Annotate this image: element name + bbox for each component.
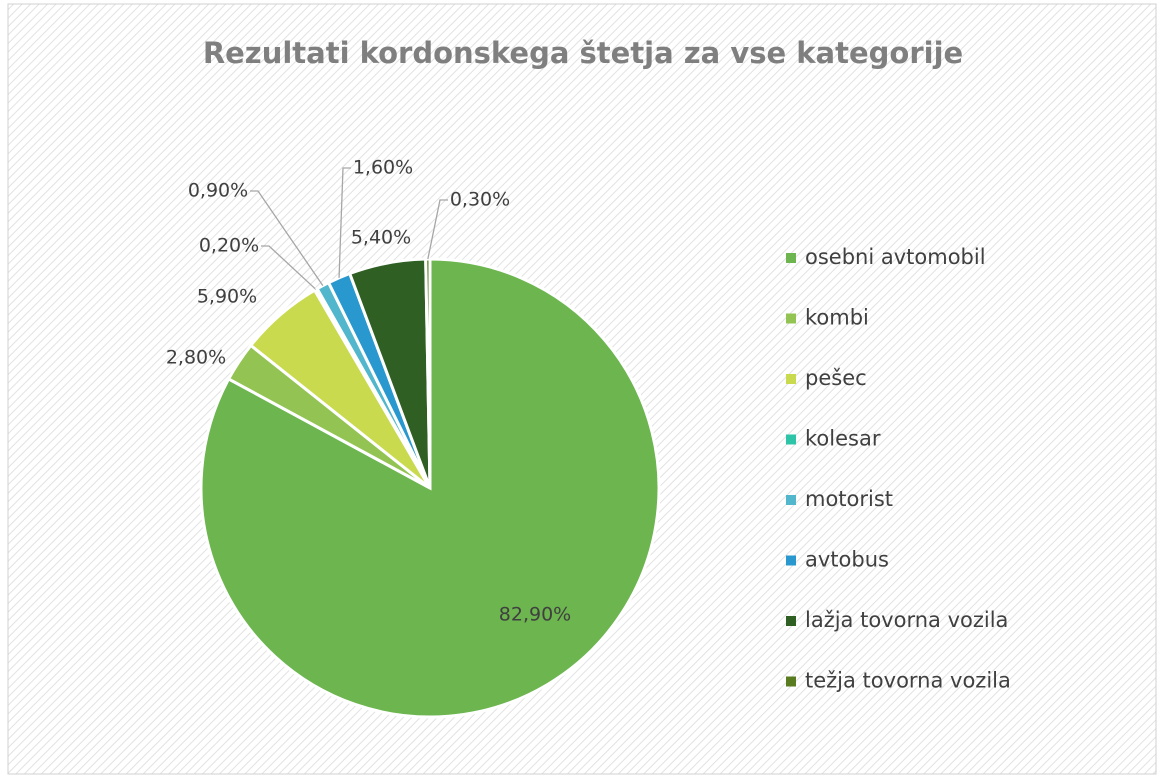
- data-label: 2,80%: [166, 347, 226, 369]
- leader-line: [427, 199, 448, 260]
- legend-swatch: [786, 555, 796, 566]
- legend-label: kolesar: [805, 427, 881, 451]
- legend-swatch: [786, 616, 796, 626]
- legend-swatch: [786, 253, 796, 263]
- pie-slice: [424, 257, 432, 489]
- legend-label: pešec: [805, 366, 867, 390]
- pie-slice: [199, 257, 661, 719]
- legend-swatch: [786, 495, 796, 505]
- legend-swatch: [786, 434, 796, 445]
- legend-label: težja tovorna vozila: [805, 669, 1011, 693]
- legend-label: motorist: [805, 487, 893, 511]
- data-label: 5,40%: [351, 227, 411, 249]
- data-label: 82,90%: [499, 604, 571, 626]
- leader-line: [250, 190, 324, 286]
- leader-line: [338, 167, 351, 278]
- data-label: 1,60%: [353, 157, 413, 179]
- legend-label: lažja tovorna vozila: [805, 608, 1008, 632]
- chart-title: Rezultati kordonskega štetja za vse kate…: [203, 36, 963, 70]
- data-label: 0,90%: [188, 180, 248, 202]
- legend-label: osebni avtomobil: [805, 245, 986, 269]
- legend-swatch: [786, 676, 796, 687]
- data-label: 0,30%: [450, 189, 510, 211]
- legend-swatch: [786, 374, 796, 384]
- legend-label: avtobus: [805, 548, 889, 572]
- legend-swatch: [786, 313, 796, 324]
- leader-line: [261, 245, 317, 290]
- data-label: 5,90%: [197, 286, 257, 308]
- legend-label: kombi: [805, 306, 869, 330]
- data-label: 0,20%: [199, 235, 259, 257]
